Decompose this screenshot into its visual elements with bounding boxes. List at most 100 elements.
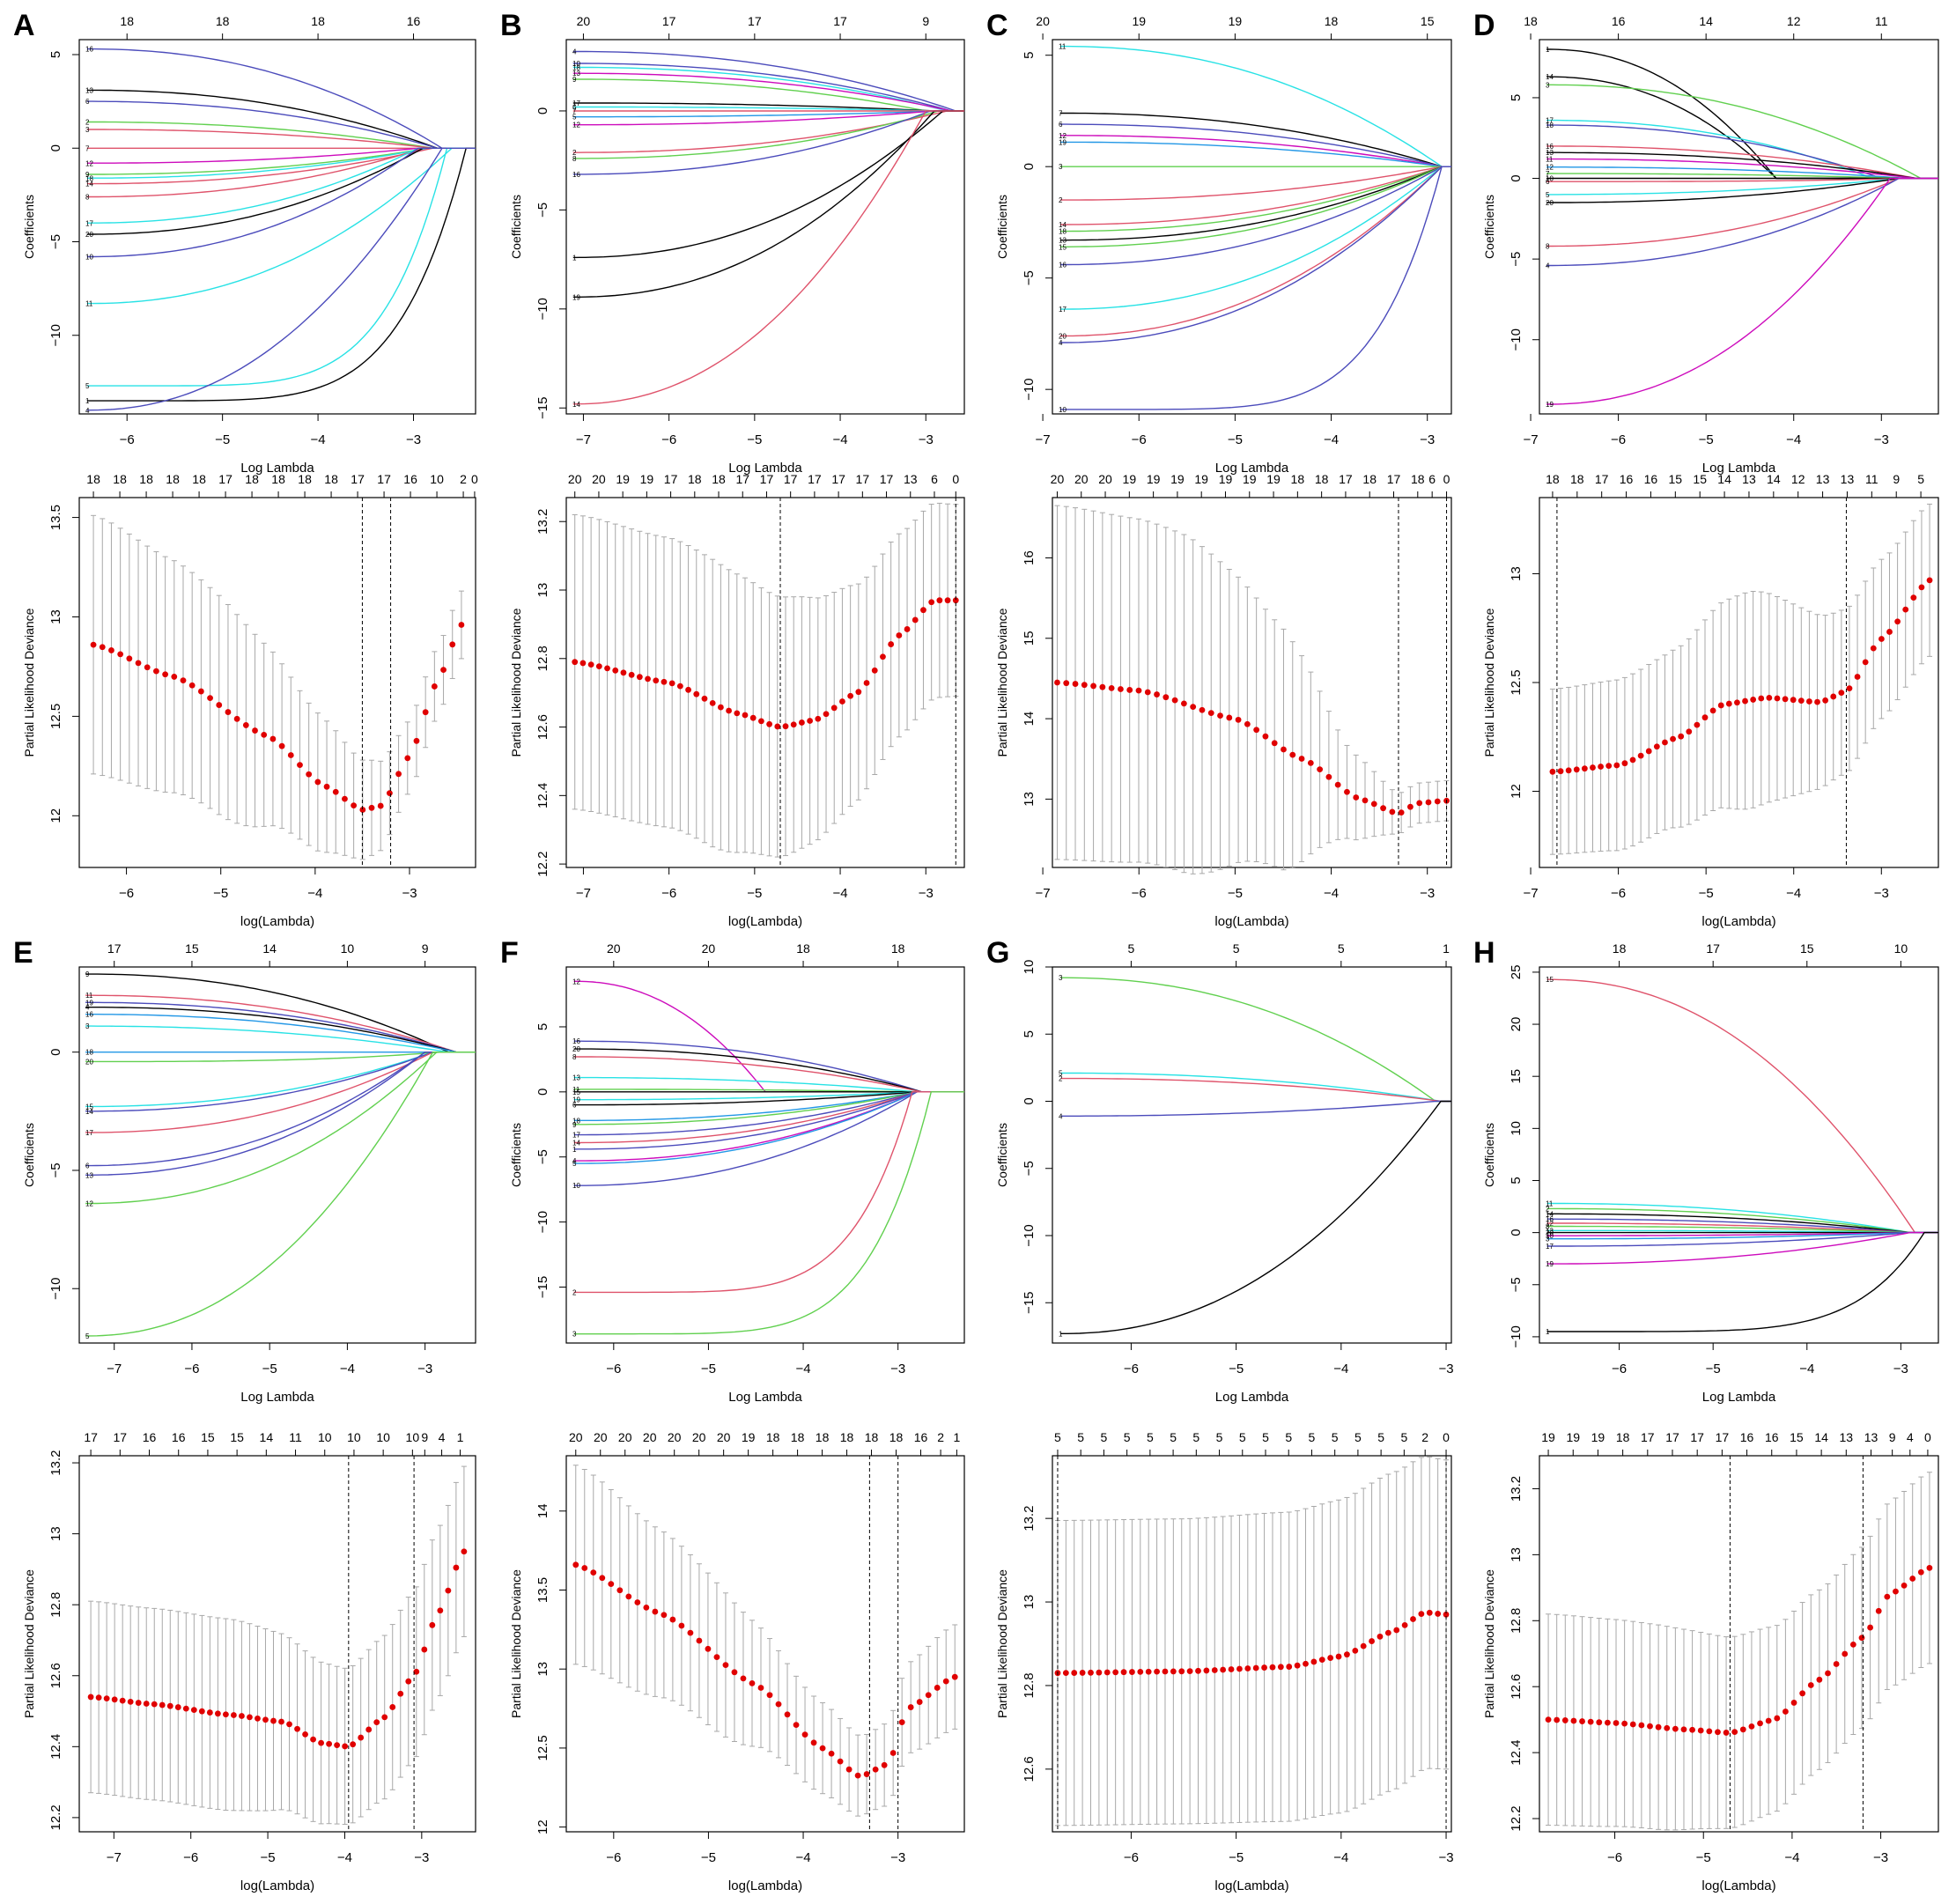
panel-f-path-series-12 — [573, 980, 964, 1093]
panel-d-cv-toptick-label: 16 — [1620, 472, 1634, 486]
panel-h-path-series-label-15: 15 — [1546, 976, 1554, 984]
panel-d-path-ytick-label: 5 — [1509, 94, 1524, 101]
panel-b-path-series-label-1: 1 — [572, 254, 577, 262]
panel-d-cv-point — [1790, 697, 1797, 704]
panel-h-cv-toptick-label: 4 — [1907, 1430, 1914, 1444]
panel-f-cv-point — [925, 1692, 932, 1699]
panel-a-cv-toptick-label: 2 — [460, 472, 467, 486]
panel-c-cv-point — [1217, 712, 1223, 719]
panel-d-cv-point — [1822, 697, 1829, 704]
panel-e-cv-ytick-label: 12.6 — [48, 1663, 63, 1688]
panel-a-cv-toptick-label: 18 — [271, 472, 285, 486]
panel-f-cv: −6 −5 −4 −3 12 12.5 13 13.5 14 20 20 20 20 20 20 20 19 18… — [509, 1430, 965, 1893]
panel-d-cv-toptick-label: 9 — [1893, 472, 1900, 486]
panel-f-path-series-label-3: 3 — [572, 1331, 577, 1339]
panel-b-cv-point — [799, 720, 805, 726]
panel-c-cv-point — [1126, 687, 1133, 693]
panel-g-path-series-label-3: 3 — [1059, 974, 1063, 982]
panel-h-path-toptick-label: 17 — [1706, 941, 1720, 956]
panel-g-cv-point — [1443, 1611, 1450, 1618]
panel-g-path-frame — [1052, 966, 1452, 1344]
panel-f-path-series-label-17: 17 — [572, 1132, 580, 1140]
panel-e-cv-point — [239, 1713, 245, 1719]
panel-f-cv-ytick-label: 13.5 — [535, 1577, 550, 1603]
panel-c-path-series-7 — [1059, 112, 1451, 167]
panel-e-cv-xlabel: log(Lambda) — [240, 1878, 314, 1893]
panel-c-cv-point — [1171, 697, 1178, 704]
panel-f-path-series-label-1: 1 — [572, 1146, 577, 1154]
panel-e-path-series-label-18: 18 — [85, 1049, 93, 1057]
panel-d-cv-toptick-label: 11 — [1865, 472, 1878, 486]
panel-e-path-series-label-4: 4 — [85, 1004, 90, 1012]
panel-b-path-series-label-4: 4 — [572, 48, 577, 55]
panel-g-cv-point — [1062, 1670, 1069, 1677]
panel-h-cv-point — [1554, 1716, 1561, 1723]
panel-c-path-series-label-2: 2 — [1059, 196, 1063, 204]
panel-e-path-series-16 — [85, 1014, 476, 1053]
panel-a-path-xtick-label: −4 — [311, 432, 326, 447]
panel-h-cv-point — [1774, 1715, 1781, 1722]
panel-b-path-series-17 — [572, 102, 964, 112]
panel-c-path-xtick-label: −5 — [1228, 432, 1243, 447]
panel-e-cv-toptick-label: 17 — [84, 1430, 98, 1444]
panel-h-cv-point — [1697, 1727, 1704, 1734]
panel-e-cv-toptick-label: 4 — [439, 1430, 446, 1444]
panel-g-cv-toptick-label: 5 — [1192, 1430, 1199, 1444]
panel-e-cv-toptick-label: 10 — [406, 1430, 420, 1444]
panel-h-path-series-label-11: 11 — [1546, 1200, 1554, 1208]
panel-c-path-toptick-label: 18 — [1325, 14, 1339, 28]
panel-h-cv-toptick-label: 19 — [1541, 1430, 1555, 1444]
panel-b-cv-point — [944, 597, 951, 604]
panel-d-path-series-label-3: 3 — [1546, 81, 1550, 89]
panel-a-path-xtick-label: −3 — [406, 432, 421, 447]
panel-c-path-series-label-19: 19 — [1059, 138, 1067, 146]
panel-g-cv-point — [1178, 1668, 1185, 1675]
panel-d-path-series-6 — [1546, 177, 1938, 182]
panel-g-path-series-5 — [1060, 1072, 1451, 1103]
panel-e-cv-point — [222, 1711, 229, 1718]
panel-a-cv-xtick-label: −6 — [119, 886, 134, 901]
panel-h-path-series-label-8: 8 — [1546, 1223, 1550, 1231]
panel-c-cv-toptick-label: 17 — [1339, 472, 1353, 486]
panel-f-cv-toptick-label: 18 — [889, 1430, 904, 1444]
panel-g-path-xlabel: Log Lambda — [1215, 1390, 1289, 1405]
panel-g-path-ytick-label: −10 — [1022, 1224, 1037, 1246]
panel-c-cv-toptick-label: 18 — [1315, 472, 1329, 486]
panel-g-cv-point — [1261, 1664, 1267, 1671]
panel-e-path-series-label-9: 9 — [85, 970, 90, 978]
panel-h-path-series-10 — [1546, 1231, 1938, 1236]
panel-d-cv-toptick-label: 17 — [1595, 472, 1609, 486]
panel-d-path-series-label-10: 10 — [1546, 175, 1554, 183]
panel-b-path-toptick-label: 17 — [662, 14, 676, 28]
panel-b-cv-point — [880, 653, 886, 660]
panel-f-path-ytick-label: 0 — [535, 1089, 550, 1096]
panel-f-path-series-label-15: 15 — [572, 1089, 580, 1096]
panel-a-path-ytick-label: −5 — [48, 234, 63, 249]
panel-b-cv-toptick-label: 0 — [952, 472, 959, 486]
panel-a-cv-point — [252, 727, 258, 734]
panel-e-cv-toptick-label: 10 — [347, 1430, 361, 1444]
panel-a-path-series-6 — [86, 100, 476, 149]
panel-c-path-xtick-label: −6 — [1132, 432, 1147, 447]
panel-c-cv-point — [1362, 797, 1369, 804]
panel-a-cv-toptick-label: 17 — [218, 472, 233, 486]
panel-e-cv-point — [95, 1694, 102, 1701]
panel-b-cv-point — [620, 669, 627, 676]
panel-e-cv-frame — [78, 1455, 476, 1833]
panel-e-cv-point — [421, 1646, 428, 1653]
panel-e-cv-point — [103, 1695, 110, 1702]
panel-e-cv-point — [278, 1718, 284, 1725]
panel-b-path-series-label-10: 10 — [572, 60, 580, 68]
panel-e-path-series-11 — [85, 994, 476, 1053]
panel-c-cv-point — [1353, 794, 1360, 801]
panel-a-cv-frame — [78, 497, 476, 868]
panel-c-path-xtick-label: −7 — [1036, 432, 1051, 447]
panel-h-cv-toptick-label: 17 — [1716, 1430, 1730, 1444]
panel-h-path-series-16 — [1546, 1218, 1938, 1234]
panel-e-cv-point — [159, 1701, 166, 1708]
panel-f-cv-frame — [565, 1455, 965, 1833]
panel-c-cv-ytick-label: 16 — [1022, 550, 1037, 565]
panel-e-path-xlabel: Log Lambda — [240, 1390, 314, 1405]
panel-f-path-series-label-9: 9 — [572, 1121, 577, 1129]
